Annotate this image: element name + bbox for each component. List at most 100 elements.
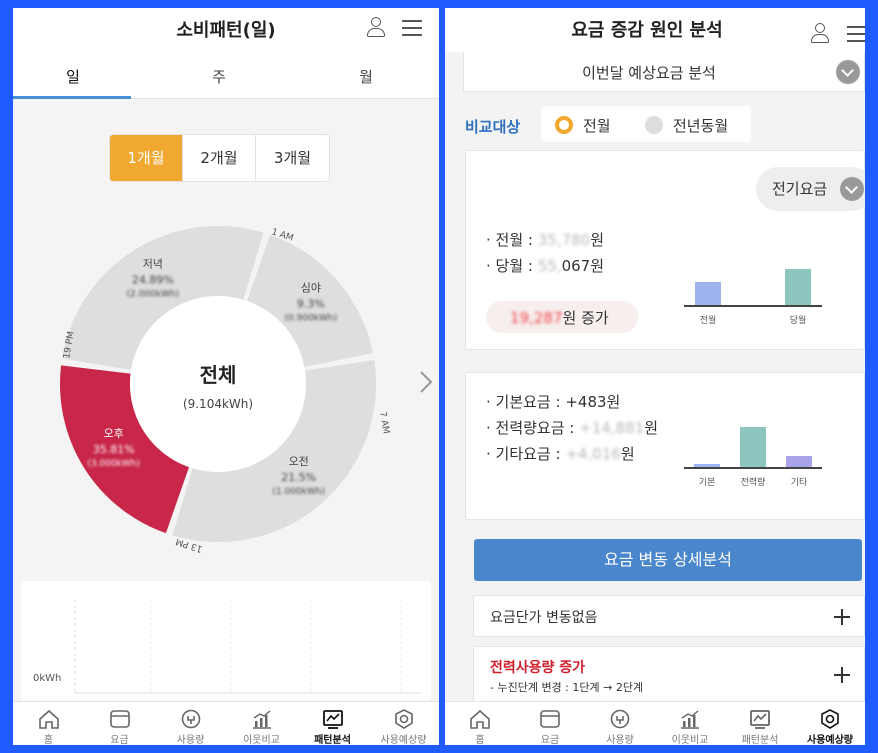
chevron-down-icon[interactable] bbox=[836, 60, 860, 84]
bar-1 bbox=[785, 269, 811, 305]
nav-item-card[interactable]: 요금 bbox=[84, 702, 155, 745]
analysis-dropdown[interactable]: 이번달 예상요금 분석 bbox=[463, 52, 865, 92]
bottom-nav: 홈 요금 사용량 이웃비교 패턴분석 사용예상량 bbox=[13, 701, 439, 745]
card-icon bbox=[109, 710, 130, 728]
prev-month-value: 35,780 bbox=[537, 231, 591, 249]
nav-item-forecast[interactable]: 사용예상량 bbox=[368, 702, 439, 745]
donut-center-sub: (9.104kWh) bbox=[183, 397, 253, 411]
period-3month[interactable]: 3개월 bbox=[273, 149, 312, 167]
tab-day[interactable]: 일 bbox=[66, 68, 80, 86]
plus-icon[interactable] bbox=[834, 609, 850, 625]
page-title: 소비패턴(일) bbox=[176, 20, 276, 41]
segment-pct-2: 21.5% bbox=[281, 471, 316, 484]
chevron-down-icon[interactable] bbox=[840, 177, 864, 201]
prev-month-label: · 전월 : bbox=[486, 231, 538, 249]
screenshot-frame: 소비패턴(일) 일 주 월 1개월 2개월 3개월 전체 (9.104kWh) … bbox=[8, 8, 870, 745]
menu-icon[interactable] bbox=[847, 26, 865, 44]
donut-segment-0[interactable] bbox=[62, 225, 264, 370]
forecast-icon bbox=[821, 709, 839, 729]
nav-label-forecast: 사용예상량 bbox=[380, 735, 427, 745]
segment-label-0: 저녁 bbox=[143, 258, 163, 271]
donut-center bbox=[130, 296, 306, 472]
user-icon[interactable] bbox=[809, 22, 831, 46]
nav-label-plug: 사용량 bbox=[176, 735, 205, 745]
bar-2 bbox=[786, 456, 812, 467]
nav-item-forecast[interactable]: 사용예상량 bbox=[795, 702, 865, 745]
segment-label-3: 오후 bbox=[104, 427, 124, 440]
user-icon[interactable] bbox=[365, 16, 387, 40]
segment-label-2: 오전 bbox=[289, 455, 309, 468]
segment-pct-0: 24.89% bbox=[132, 274, 174, 287]
accordion-usage-increase[interactable]: 전력사용량 증가 - 누진단계 변경 : 1단계 → 2단계 bbox=[473, 646, 865, 702]
increase-badge: 19,287원 증가 bbox=[486, 301, 638, 333]
nav-item-chart[interactable]: 이웃비교 bbox=[226, 702, 297, 745]
segment-kwh-0: (2.000kWh) bbox=[127, 290, 180, 300]
segment-kwh-2: (1.000kWh) bbox=[272, 487, 325, 497]
prev-month-unit: 원 bbox=[590, 231, 605, 249]
nav-label-forecast: 사용예상량 bbox=[807, 735, 853, 745]
bill-type-label: 전기요금 bbox=[772, 180, 828, 198]
donut-segment-1[interactable] bbox=[247, 234, 373, 367]
detail-analysis-button[interactable]: 요금 변동 상세분석 bbox=[474, 539, 862, 581]
nav-item-plug[interactable]: 사용량 bbox=[155, 702, 226, 745]
radio-last-year[interactable] bbox=[645, 116, 663, 134]
nav-item-plug[interactable]: 사용량 bbox=[585, 702, 655, 745]
tab-month[interactable]: 월 bbox=[359, 68, 373, 86]
increase-value: 19,287 bbox=[510, 309, 563, 327]
plug-icon bbox=[181, 709, 200, 729]
bar-label-0: 전월 bbox=[699, 316, 717, 326]
header: 소비패턴(일) bbox=[13, 8, 439, 52]
pattern-icon bbox=[322, 710, 343, 729]
accordion-unit-price[interactable]: 요금단가 변동없음 bbox=[473, 595, 865, 637]
nav-label-plug: 사용량 bbox=[606, 735, 634, 745]
radio-prev-month-label[interactable]: 전월 bbox=[583, 117, 611, 135]
radio-last-year-label[interactable]: 전년동월 bbox=[673, 117, 729, 135]
cur-month-label: · 당월 : bbox=[486, 257, 538, 275]
chart-icon bbox=[681, 710, 699, 729]
cur-month-value: 55, bbox=[537, 257, 562, 275]
bill-analysis-screen: 요금 증감 원인 분석 이번달 예상요금 분석 비교대상 전월 전년동월 전기요… bbox=[445, 8, 865, 745]
bill-type-select[interactable]: 전기요금 bbox=[756, 167, 865, 211]
other-fee-value: +4,016 bbox=[565, 445, 621, 463]
bill-compare-card: 전기요금 · 전월 : 35,780원 · 당월 : 55,067원 19,28… bbox=[465, 150, 865, 350]
period-2month[interactable]: 2개월 bbox=[183, 135, 256, 181]
donut-segment-2[interactable] bbox=[172, 359, 376, 542]
other-fee-row: · 기타요금 : +4,016원 bbox=[486, 443, 635, 464]
page-title: 요금 증감 원인 분석 bbox=[571, 20, 723, 41]
energy-fee-unit: 원 bbox=[644, 419, 659, 437]
nav-label-card: 요금 bbox=[540, 735, 560, 745]
nav-label-pattern: 패턴분석 bbox=[741, 735, 779, 745]
bill-breakdown-card: · 기본요금 : +483원 · 전력량요금 : +14,881원 · 기타요금… bbox=[465, 372, 865, 520]
nav-item-home[interactable]: 홈 bbox=[445, 702, 515, 745]
cur-month-row: · 당월 : 55,067원 bbox=[486, 255, 604, 276]
nav-item-card[interactable]: 요금 bbox=[515, 702, 585, 745]
tab-week[interactable]: 주 bbox=[212, 68, 226, 86]
donut-segment-3[interactable] bbox=[59, 365, 189, 534]
nav-item-pattern[interactable]: 패턴분석 bbox=[725, 702, 795, 745]
bar-label-0: 기본 bbox=[698, 478, 716, 488]
segment-kwh-3: (3.000kWh) bbox=[87, 459, 140, 469]
bar-0 bbox=[694, 464, 720, 467]
active-tab-indicator bbox=[13, 96, 131, 99]
chevron-right-icon[interactable] bbox=[419, 370, 433, 394]
nav-label-home: 홈 bbox=[475, 735, 485, 745]
nav-item-chart[interactable]: 이웃비교 bbox=[655, 702, 725, 745]
segment-kwh-1: (0.900kWh) bbox=[285, 313, 338, 323]
nav-label-home: 홈 bbox=[43, 735, 54, 745]
period-1month[interactable]: 1개월 bbox=[110, 135, 183, 181]
nav-item-pattern[interactable]: 패턴분석 bbox=[297, 702, 368, 745]
other-fee-unit: 원 bbox=[620, 445, 635, 463]
bar-axis bbox=[684, 467, 822, 469]
donut-center-title: 전체 bbox=[200, 363, 237, 387]
pattern-icon bbox=[750, 710, 770, 729]
accordion-usage-title: 전력사용량 증가 bbox=[490, 660, 586, 676]
compare-label: 비교대상 bbox=[465, 118, 521, 136]
plus-icon[interactable] bbox=[834, 667, 850, 683]
nav-item-home[interactable]: 홈 bbox=[13, 702, 84, 745]
pattern-screen: 소비패턴(일) 일 주 월 1개월 2개월 3개월 전체 (9.104kWh) … bbox=[13, 8, 439, 745]
energy-fee-value: +14,881 bbox=[579, 419, 645, 437]
radio-prev-month[interactable] bbox=[555, 116, 573, 134]
segment-pct-3: 35.81% bbox=[93, 443, 135, 456]
menu-icon[interactable] bbox=[402, 20, 424, 38]
usage-donut-chart: 전체 (9.104kWh) 저녁 24.89% (2.000kWh) 심야 9.3% (0… bbox=[59, 225, 391, 554]
